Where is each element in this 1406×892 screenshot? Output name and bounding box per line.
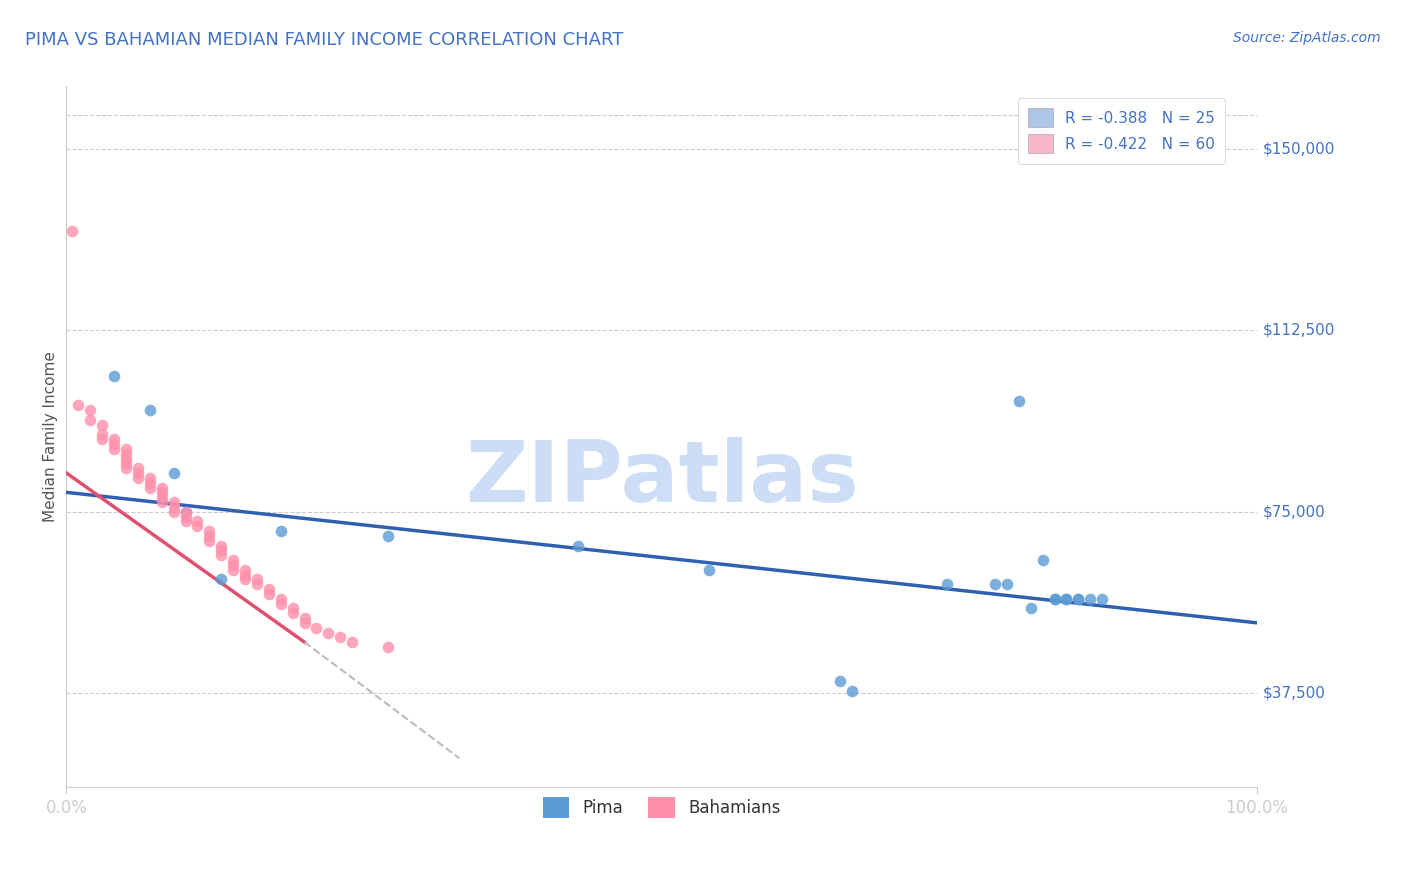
Point — [270, 591, 292, 606]
Point — [318, 625, 340, 640]
Point — [1032, 553, 1054, 567]
Point — [186, 519, 208, 533]
Point — [162, 500, 184, 514]
Point — [1008, 393, 1031, 408]
Point — [91, 432, 114, 446]
Point — [567, 539, 589, 553]
Point — [246, 572, 269, 586]
Point — [162, 505, 184, 519]
Point — [209, 543, 232, 558]
Point — [67, 398, 90, 412]
Point — [150, 490, 173, 504]
Point — [329, 631, 352, 645]
Point — [270, 524, 292, 538]
Point — [198, 524, 221, 538]
Point — [697, 563, 720, 577]
Point — [174, 509, 197, 524]
Point — [209, 572, 232, 586]
Point — [830, 673, 852, 688]
Point — [305, 621, 328, 635]
Point — [150, 495, 173, 509]
Point — [186, 514, 208, 528]
Point — [1043, 591, 1066, 606]
Point — [1043, 591, 1066, 606]
Text: $112,500: $112,500 — [1263, 323, 1336, 338]
Point — [1067, 591, 1090, 606]
Point — [174, 505, 197, 519]
Point — [60, 224, 83, 238]
Point — [209, 539, 232, 553]
Point — [174, 514, 197, 528]
Point — [139, 403, 162, 417]
Point — [115, 451, 138, 466]
Point — [222, 553, 245, 567]
Point — [103, 437, 125, 451]
Point — [209, 548, 232, 562]
Point — [1067, 591, 1090, 606]
Point — [162, 466, 184, 480]
Text: $75,000: $75,000 — [1263, 504, 1326, 519]
Point — [115, 442, 138, 456]
Point — [270, 597, 292, 611]
Point — [936, 577, 959, 591]
Point — [233, 567, 256, 582]
Point — [233, 563, 256, 577]
Point — [841, 683, 863, 698]
Point — [1019, 601, 1042, 615]
Point — [127, 461, 149, 475]
Text: $37,500: $37,500 — [1263, 685, 1326, 700]
Point — [257, 582, 280, 596]
Point — [91, 427, 114, 442]
Text: PIMA VS BAHAMIAN MEDIAN FAMILY INCOME CORRELATION CHART: PIMA VS BAHAMIAN MEDIAN FAMILY INCOME CO… — [25, 31, 624, 49]
Point — [198, 529, 221, 543]
Point — [257, 587, 280, 601]
Point — [340, 635, 363, 649]
Point — [127, 471, 149, 485]
Point — [115, 447, 138, 461]
Point — [1091, 591, 1114, 606]
Point — [150, 485, 173, 500]
Point — [162, 495, 184, 509]
Point — [103, 432, 125, 446]
Point — [115, 456, 138, 470]
Point — [174, 505, 197, 519]
Point — [377, 529, 399, 543]
Point — [233, 572, 256, 586]
Point — [281, 606, 304, 620]
Point — [139, 481, 162, 495]
Point — [246, 577, 269, 591]
Point — [294, 615, 316, 630]
Point — [103, 369, 125, 384]
Point — [115, 461, 138, 475]
Point — [377, 640, 399, 654]
Point — [127, 466, 149, 480]
Point — [103, 442, 125, 456]
Point — [150, 481, 173, 495]
Point — [1078, 591, 1101, 606]
Y-axis label: Median Family Income: Median Family Income — [44, 351, 58, 522]
Point — [79, 403, 101, 417]
Point — [1056, 591, 1078, 606]
Point — [139, 475, 162, 490]
Point — [139, 471, 162, 485]
Text: Source: ZipAtlas.com: Source: ZipAtlas.com — [1233, 31, 1381, 45]
Point — [91, 417, 114, 432]
Point — [984, 577, 1007, 591]
Point — [995, 577, 1018, 591]
Point — [222, 563, 245, 577]
Legend: Pima, Bahamians: Pima, Bahamians — [536, 790, 787, 824]
Point — [222, 558, 245, 572]
Point — [79, 413, 101, 427]
Text: ZIPatlas: ZIPatlas — [465, 437, 859, 520]
Text: $150,000: $150,000 — [1263, 142, 1336, 157]
Point — [281, 601, 304, 615]
Point — [198, 533, 221, 548]
Point — [1056, 591, 1078, 606]
Point — [294, 611, 316, 625]
